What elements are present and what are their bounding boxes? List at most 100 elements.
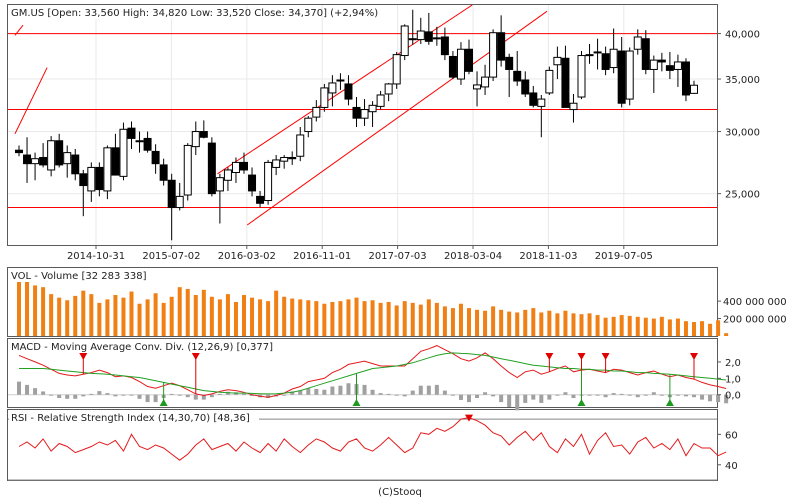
sell-signal-marker	[545, 353, 554, 360]
candle-body-up	[304, 117, 313, 133]
trend-channel-line	[14, 67, 48, 135]
macd-histogram-bar	[635, 394, 640, 398]
candle	[368, 101, 377, 128]
macd-histogram-bar	[201, 394, 206, 400]
candle	[167, 173, 176, 241]
macd-histogram-bar	[523, 394, 528, 403]
volume-bar	[675, 318, 680, 336]
macd-histogram-bar	[651, 392, 656, 395]
macd-histogram-bar	[153, 394, 158, 403]
candle-body-up	[231, 161, 240, 174]
candle	[95, 162, 104, 197]
macd-histogram-bar	[177, 394, 182, 396]
candle	[231, 157, 240, 183]
candle-body-down	[352, 106, 361, 119]
candle-body-up	[368, 104, 377, 113]
candle	[561, 45, 570, 108]
candle	[55, 133, 64, 168]
candle-body-down	[15, 149, 23, 154]
candle	[456, 42, 465, 85]
volume-bar	[571, 313, 576, 336]
volume-bar	[17, 274, 21, 336]
candle-body-up	[392, 54, 401, 85]
candle-body-up	[320, 87, 329, 108]
candle	[183, 143, 192, 201]
candle-body-down	[657, 59, 666, 63]
candle-body-up	[63, 152, 72, 165]
price-x-tick-label: 2016-11-01	[293, 251, 351, 262]
volume-bar	[217, 299, 222, 336]
candle-body-up	[553, 56, 562, 66]
volume-bar	[475, 309, 480, 336]
volume-bar	[619, 315, 624, 336]
candle-body-up	[432, 37, 441, 40]
candle	[505, 53, 514, 98]
rsi-title: RSI - Relative Strength Index (14,30,70)…	[11, 413, 250, 424]
macd-histogram-bar	[346, 383, 351, 395]
volume-bar	[25, 276, 30, 336]
price-x-tick-label: 2017-07-03	[369, 251, 427, 262]
macd-histogram-bar	[603, 394, 608, 398]
volume-bar	[113, 295, 118, 336]
macd-histogram-bar	[410, 390, 415, 395]
candle	[119, 122, 128, 181]
volume-bar	[491, 306, 496, 336]
buy-signal-marker	[665, 399, 674, 406]
candle	[296, 127, 305, 162]
volume-bar	[370, 300, 375, 336]
price-y-axis: 25,000 30,000 35,000 40,000	[717, 30, 760, 201]
volume-bar	[41, 287, 46, 336]
rsi-line	[18, 417, 727, 461]
candle-body-up	[296, 134, 305, 157]
volume-bar	[49, 294, 54, 336]
candle	[207, 137, 216, 197]
candle	[175, 182, 184, 211]
macd-histogram-bar	[563, 392, 568, 395]
macd-y-tick-label: 2,0	[725, 358, 741, 369]
candle-body-up	[119, 128, 128, 177]
candle	[577, 51, 586, 100]
candle	[304, 116, 313, 138]
candle-body-down	[344, 83, 353, 100]
candle-body-up	[384, 83, 393, 95]
volume-bar	[274, 290, 279, 336]
buy-signal-marker	[577, 399, 586, 406]
candle	[521, 71, 530, 98]
macd-histogram-bar	[33, 388, 38, 395]
macd-histogram-bar	[330, 386, 335, 395]
volume-bar	[483, 310, 488, 336]
candle	[537, 94, 546, 138]
candle	[416, 17, 425, 44]
price-y-tick-label: 35,000	[725, 75, 760, 86]
volume-bar	[458, 303, 463, 336]
volume-bar	[330, 302, 335, 336]
volume-bar	[442, 306, 447, 336]
candle	[143, 131, 152, 153]
candle-body-up	[264, 161, 273, 202]
volume-bar	[378, 302, 383, 336]
macd-histogram-bar	[250, 394, 255, 397]
price-x-tick-label: 2016-03-02	[218, 251, 276, 262]
candle	[103, 145, 112, 200]
volume-bar	[97, 302, 102, 336]
candle	[240, 152, 248, 174]
macd-histogram-bar	[507, 394, 512, 407]
candle-body-down	[95, 166, 104, 191]
candle	[215, 173, 224, 224]
macd-histogram-bar	[17, 381, 21, 395]
candle-body-down	[39, 156, 48, 166]
macd-histogram-bar	[442, 390, 447, 395]
volume-bar	[121, 297, 126, 336]
volume-bar	[362, 301, 367, 336]
volume-bar	[692, 322, 696, 336]
candle	[248, 167, 257, 197]
candle	[601, 46, 610, 76]
candle-body-down	[167, 179, 176, 209]
macd-histogram-bar	[282, 394, 287, 396]
volume-bar	[579, 314, 584, 336]
volume-bar	[65, 300, 70, 336]
macd-histogram-bar	[475, 394, 480, 398]
candle	[39, 143, 48, 168]
volume-bar	[651, 318, 656, 336]
candle	[585, 43, 594, 64]
